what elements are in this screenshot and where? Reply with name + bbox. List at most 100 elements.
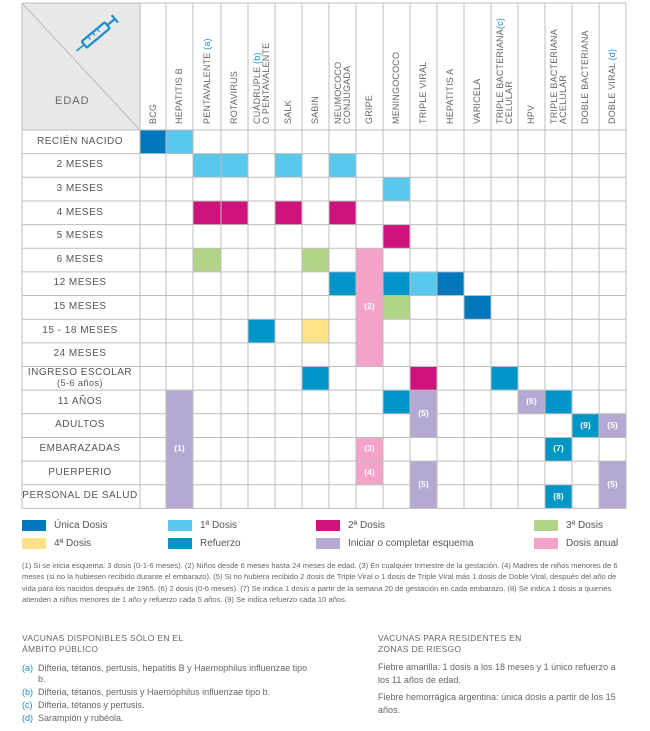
dose-cell-salk bbox=[275, 153, 302, 178]
publico-item: (a) Difteria, tétanos, pertusis, hepatiti… bbox=[22, 663, 308, 684]
riesgo-item: Fiebre hemorrágica argentina: única dosi… bbox=[378, 692, 616, 715]
publico-item: (d) Sarampión y rubéola. bbox=[22, 713, 124, 723]
column-header-tbcel: TRIPLE BACTERIANA(c) CELULAR bbox=[494, 17, 514, 124]
publico-item: (b) Difteria, tétanos, pertusis y Haemóph… bbox=[22, 687, 271, 697]
legend-swatch bbox=[534, 520, 558, 531]
publico-list: (a) Difteria, tétanos, pertusis, hepatiti… bbox=[22, 663, 312, 726]
vaccination-table bbox=[21, 2, 627, 509]
column-header-mening: MENINGOCOCO bbox=[391, 51, 401, 124]
column-header-tbacel: TRIPLE BACTERIANA ACELULAR bbox=[548, 29, 568, 124]
column-header-penta: PENTAVALENTE (a) bbox=[201, 38, 212, 124]
dose-cell-neumo bbox=[329, 153, 356, 178]
dose-cell-hepb bbox=[166, 130, 193, 154]
row-label: 15 MESES bbox=[53, 301, 107, 313]
column-header-hepa: HEPATITIS A bbox=[445, 68, 455, 124]
legend-item-refuerzo: Refuerzo bbox=[168, 538, 241, 549]
row-label: EMBARAZADAS bbox=[39, 443, 121, 454]
legend-item-dosis2: 2ª Dosis bbox=[316, 520, 385, 531]
dose-cell-tbcel bbox=[491, 366, 518, 391]
dose-cell-salk bbox=[275, 200, 302, 225]
dose-span-gripe bbox=[356, 437, 383, 462]
dose-cell-mening bbox=[383, 177, 410, 201]
note-marker: (9) bbox=[580, 419, 591, 430]
note-marker: (5) bbox=[418, 478, 429, 489]
column-header-hpv: HPV bbox=[526, 104, 536, 124]
dose-cell-rota bbox=[221, 153, 248, 178]
dose-cell-varicela bbox=[464, 295, 491, 320]
dose-cell-tbacel bbox=[545, 390, 572, 414]
syringe-icon bbox=[76, 14, 119, 52]
legend-item-esquema: Iniciar o completar esquema bbox=[316, 538, 474, 549]
note-marker: (2) bbox=[364, 301, 375, 312]
dose-cell-neumo bbox=[329, 271, 356, 296]
note-marker: (5) bbox=[418, 407, 429, 418]
note-marker: (8) bbox=[553, 490, 564, 501]
row-label: 15 - 18 MESES bbox=[42, 324, 118, 336]
dose-cell-triplev bbox=[410, 271, 437, 296]
column-header-sabin: SABIN bbox=[310, 95, 320, 124]
legend-swatch bbox=[316, 538, 340, 549]
row-label: 3 MESES bbox=[56, 182, 104, 194]
legend-swatch bbox=[316, 520, 340, 531]
dose-cell-sabin bbox=[302, 248, 329, 272]
dose-span-gripe bbox=[356, 461, 383, 485]
legend-swatch bbox=[22, 520, 46, 531]
row-label: RECIÉN NACIDO bbox=[37, 135, 123, 147]
note-marker: (7) bbox=[553, 443, 564, 454]
dose-cell-mening bbox=[383, 295, 410, 320]
row-label: 4 MESES bbox=[56, 206, 104, 218]
column-header-gripe: GRIPE bbox=[364, 94, 374, 124]
legend-item-anual: Dosis anual bbox=[534, 538, 618, 549]
dose-cell-mening bbox=[383, 390, 410, 414]
dose-cell-rota bbox=[221, 200, 248, 225]
legend-swatch bbox=[534, 538, 558, 549]
header-diagonal bbox=[21, 2, 141, 131]
legend-swatch bbox=[168, 538, 192, 549]
legend-item-dosis1: 1ª Dosis bbox=[168, 520, 237, 531]
row-label: 5 MESES bbox=[56, 230, 104, 242]
dose-cell-mening bbox=[383, 271, 410, 296]
column-header-salk: SALK bbox=[283, 100, 293, 124]
dose-cell-triplev bbox=[410, 366, 437, 391]
dose-cell-mening bbox=[383, 224, 410, 249]
row-label: 11 AÑOS bbox=[57, 395, 103, 407]
dose-span-doblev bbox=[599, 413, 626, 438]
dose-cell-penta bbox=[193, 153, 221, 178]
row-label: PUERPERIO bbox=[48, 466, 112, 478]
riesgo-list: Fiebre amarilla: 1 dosis a los 18 meses … bbox=[378, 661, 628, 721]
dose-cell-neumo bbox=[329, 200, 356, 225]
dose-cell-cuad bbox=[248, 319, 275, 343]
dose-cell-penta bbox=[193, 200, 221, 225]
row-label: PERSONAL DE SALUD bbox=[22, 490, 138, 502]
note-marker: (1) bbox=[174, 443, 185, 454]
column-header-hepb: HEPATITIS B bbox=[174, 68, 184, 124]
dose-cell-sabin bbox=[302, 319, 329, 343]
dose-cell-tbacel bbox=[545, 484, 572, 509]
legend-swatch bbox=[168, 520, 192, 531]
note-marker: (5) bbox=[607, 419, 618, 430]
row-label: 2 MESES bbox=[56, 159, 104, 171]
row-label: 24 MESES bbox=[53, 348, 107, 360]
row-label: 12 MESES bbox=[53, 277, 107, 289]
publico-title: VACUNAS DISPONIBLES SÓLO EN EL ÁMBITO PÚ… bbox=[22, 633, 184, 654]
footnotes: (1) Si se inicia esquema: 3 dosis (0-1-6… bbox=[22, 561, 618, 604]
dose-cell-bcg bbox=[140, 130, 166, 154]
note-marker: (5) bbox=[607, 478, 618, 489]
legend-swatch bbox=[22, 538, 46, 549]
note-marker: (3) bbox=[364, 443, 375, 454]
dose-cell-tbacel bbox=[545, 437, 572, 462]
row-label: ADULTOS bbox=[55, 419, 105, 431]
column-header-dobleb: DOBLE BACTERIANA bbox=[580, 30, 590, 124]
publico-item: (c) Difteria, tétanos y pertusis. bbox=[22, 700, 145, 710]
legend-item-unica: Única Dosis bbox=[22, 520, 107, 531]
edad-header-label: EDAD bbox=[55, 95, 90, 107]
riesgo-title: VACUNAS PARA RESIDENTES EN ZONAS DE RIES… bbox=[378, 633, 522, 654]
column-header-cuad: CUÁDRUPLE (b) O PENTAVALENTE bbox=[251, 42, 271, 124]
note-marker: (4) bbox=[364, 466, 375, 477]
column-header-varicela: VARICELA bbox=[472, 78, 482, 124]
column-header-rota: ROTAVIRUS bbox=[229, 71, 239, 124]
column-header-doblev: DOBLE VIRAL (d) bbox=[607, 48, 617, 124]
column-header-triplev: TRIPLE VIRAL bbox=[418, 61, 428, 124]
dose-span-hpv bbox=[518, 390, 545, 414]
